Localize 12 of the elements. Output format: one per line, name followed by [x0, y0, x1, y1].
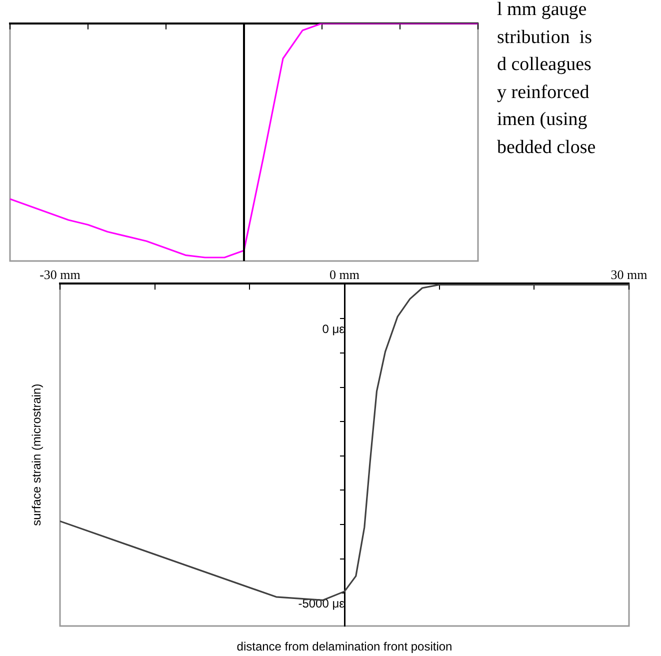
x-tick-label: -30 mm — [40, 267, 80, 282]
text: imen (using — [497, 109, 588, 130]
x-tick-label: 30 mm — [610, 267, 648, 282]
text: stribution is — [497, 26, 592, 48]
text: bedded close — [497, 136, 596, 158]
y-axis-title: surface strain (microstrain) — [29, 384, 44, 526]
x-tick-label: 0 mm — [330, 267, 360, 282]
y-tick-label: 0 με — [322, 322, 346, 336]
text: y reinforced — [497, 82, 590, 102]
text: l mm gauge — [497, 0, 587, 20]
x-axis-title: distance from delamination front position — [236, 639, 452, 654]
text: d colleagues — [497, 54, 592, 75]
